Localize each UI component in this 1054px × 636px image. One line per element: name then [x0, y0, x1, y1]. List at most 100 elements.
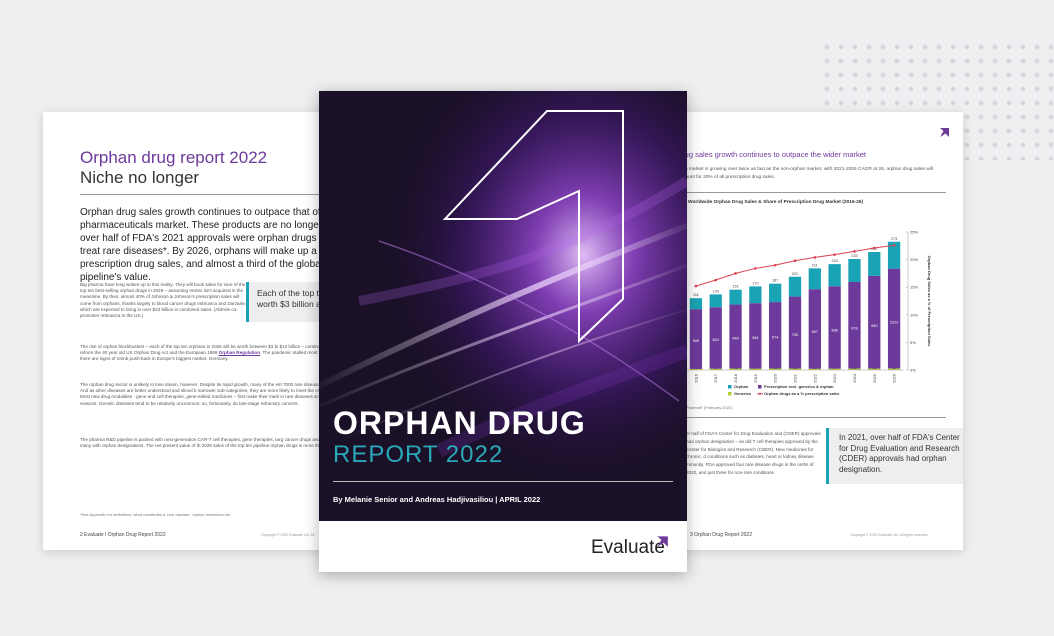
legend-label: Prescription excl. generics & orphan — [764, 384, 834, 389]
legend-swatch-point — [758, 392, 762, 395]
x-tick-label: 2019 — [753, 373, 758, 383]
bar-value-label: 624 — [713, 338, 719, 342]
x-tick-label: 2018 — [733, 373, 738, 383]
cover-title-line-1: ORPHAN DRUG — [333, 405, 586, 441]
bar-value-label: 111 — [693, 293, 699, 297]
bar-orphan-2026 — [887, 241, 901, 269]
report-title: Orphan drug report 2022 — [80, 148, 268, 167]
bar-prescription-excl-generics-orphan-2025 — [868, 275, 881, 369]
bar-orphan-2017 — [709, 294, 722, 308]
bar-prescription-excl-generics-orphan-2022 — [808, 289, 821, 369]
bar-orphan-2021 — [788, 276, 802, 297]
y2-tick-label: 10% — [910, 312, 918, 317]
x-tick-label: 2023 — [832, 373, 837, 383]
bar-prescription-excl-generics-orphan-2017 — [709, 307, 722, 369]
bar-value-label: 187 — [772, 279, 778, 283]
bar-generics-2017 — [709, 368, 722, 370]
bar-value-label: 664 — [752, 336, 758, 340]
orphan-share-point-2016 — [694, 284, 698, 288]
bar-value-label: 233 — [851, 254, 857, 258]
bar-value-label: 674 — [772, 336, 778, 340]
bar-orphan-2025 — [868, 252, 881, 276]
right-page-footer: 3 Orphan Drug Report 2022 — [690, 532, 752, 538]
evaluate-logo-icon — [657, 536, 668, 547]
y2-tick-label: 25% — [910, 230, 918, 235]
y2-tick-label: 0% — [910, 368, 916, 373]
legend-label: Orphan — [734, 384, 749, 389]
bar-value-label: 224 — [831, 259, 837, 263]
chart-divider-bottom — [678, 417, 946, 418]
bar-prescription-excl-generics-orphan-2026 — [887, 268, 901, 369]
bar-generics-2023 — [828, 368, 841, 370]
y2-axis-label: Orphan Drug Sales as a % of Prescription… — [927, 256, 932, 347]
pull-quote-text: Each of the top te 2026 will be worth $3… — [257, 288, 361, 309]
bar-prescription-excl-generics-orphan-2016 — [689, 309, 703, 369]
bar-generics-2019 — [749, 368, 762, 370]
legend-label: Generics — [734, 391, 752, 396]
orphan-share-point-2024 — [853, 250, 856, 253]
bar-generics-2024 — [848, 368, 861, 370]
bar-orphan-2024 — [848, 259, 861, 282]
orphan-regulation-link[interactable]: Orphan Regulation — [218, 350, 261, 356]
orphan-share-point-2018 — [734, 272, 737, 275]
x-tick-label: 2025 — [872, 373, 877, 383]
report-subtitle: Niche no longer — [80, 168, 200, 187]
bar-orphan-2020 — [769, 283, 782, 303]
orphan-share-point-2021 — [793, 259, 797, 263]
x-tick-label: 2016 — [693, 373, 698, 383]
bar-prescription-excl-generics-orphan-2021 — [788, 296, 802, 369]
orphan-share-point-2020 — [773, 263, 777, 267]
bar-value-label: 836 — [831, 329, 837, 333]
bar-generics-2018 — [729, 368, 742, 370]
bar-orphan-2016 — [689, 298, 703, 310]
bar-value-label: 211 — [812, 263, 818, 267]
copyright: Copyright © 2022 Evaluate Ltd. All — [261, 533, 315, 537]
bar-value-label: 1012 — [890, 321, 898, 325]
orphan-share-point-2019 — [754, 267, 757, 270]
evaluate-logo-icon — [940, 128, 949, 137]
chart-title: Worldwide Orphan Drug Sales & Share of P… — [688, 200, 864, 205]
bar-value-label: 606 — [693, 339, 699, 343]
y2-tick-label: 20% — [910, 257, 918, 262]
brand-name: Evaluate — [591, 537, 665, 558]
left-report-page: Orphan drug report 2022 Niche no longer … — [43, 112, 361, 550]
cover-divider — [333, 481, 673, 482]
bar-prescription-excl-generics-orphan-2019 — [749, 303, 762, 369]
orphan-share-point-2025 — [872, 246, 876, 250]
cover-abstract-artwork — [319, 91, 687, 521]
x-tick-label: 2017 — [713, 373, 718, 383]
right-body-paragraph: er half of FDA's Center for Drug Evaluat… — [686, 431, 821, 475]
x-tick-label: 2024 — [852, 373, 857, 383]
bar-generics-2021 — [788, 368, 802, 370]
y2-tick-label: 15% — [910, 285, 918, 290]
legend-swatch — [758, 385, 762, 389]
chart-divider-top — [678, 192, 946, 193]
cover-title-line-2: REPORT 2022 — [333, 441, 504, 468]
bar-orphan-2022 — [808, 268, 821, 290]
orphan-share-point-2017 — [714, 278, 718, 282]
y2-tick-label: 5% — [910, 340, 916, 345]
x-tick-label: 2021 — [793, 373, 798, 383]
right-report-page: drug sales growth continues to outpace t… — [660, 112, 963, 550]
bar-prescription-excl-generics-orphan-2023 — [828, 286, 841, 369]
body-paragraph-3: The orphan drug sector is unlikely to lo… — [80, 382, 361, 406]
bar-orphan-2019 — [749, 286, 762, 304]
bar-orphan-2018 — [729, 289, 742, 305]
bar-value-label: 201 — [792, 272, 798, 276]
body-paragraph-2-end: . The pandemic stalled most legislative … — [80, 350, 361, 362]
right-copyright: Copyright © 2022 Evaluate Ltd. All right… — [850, 533, 929, 537]
lead-paragraph: Orphan drug sales growth continues to ou… — [80, 207, 361, 283]
legend-label: Orphan drugs as a % prescription sales — [764, 391, 840, 396]
bar-generics-2026 — [887, 368, 901, 370]
bar-generics-2020 — [769, 368, 782, 370]
bar-orphan-2023 — [828, 264, 841, 287]
right-pull-quote-text: In 2021, over half of FDA's Center for D… — [839, 433, 960, 474]
bar-prescription-excl-generics-orphan-2018 — [729, 304, 742, 369]
bar-generics-2022 — [808, 368, 821, 370]
bar-generics-2025 — [868, 368, 881, 370]
body-paragraph-4: The pharma R&D pipeline is packed with n… — [80, 437, 361, 449]
section-intro: drug market is growing over twice as fas… — [678, 167, 933, 180]
bar-value-label: 807 — [812, 330, 818, 334]
orphan-share-point-2026 — [892, 243, 896, 247]
orphan-sales-chart: 1160611113624130156491511466417015674187… — [686, 230, 932, 396]
